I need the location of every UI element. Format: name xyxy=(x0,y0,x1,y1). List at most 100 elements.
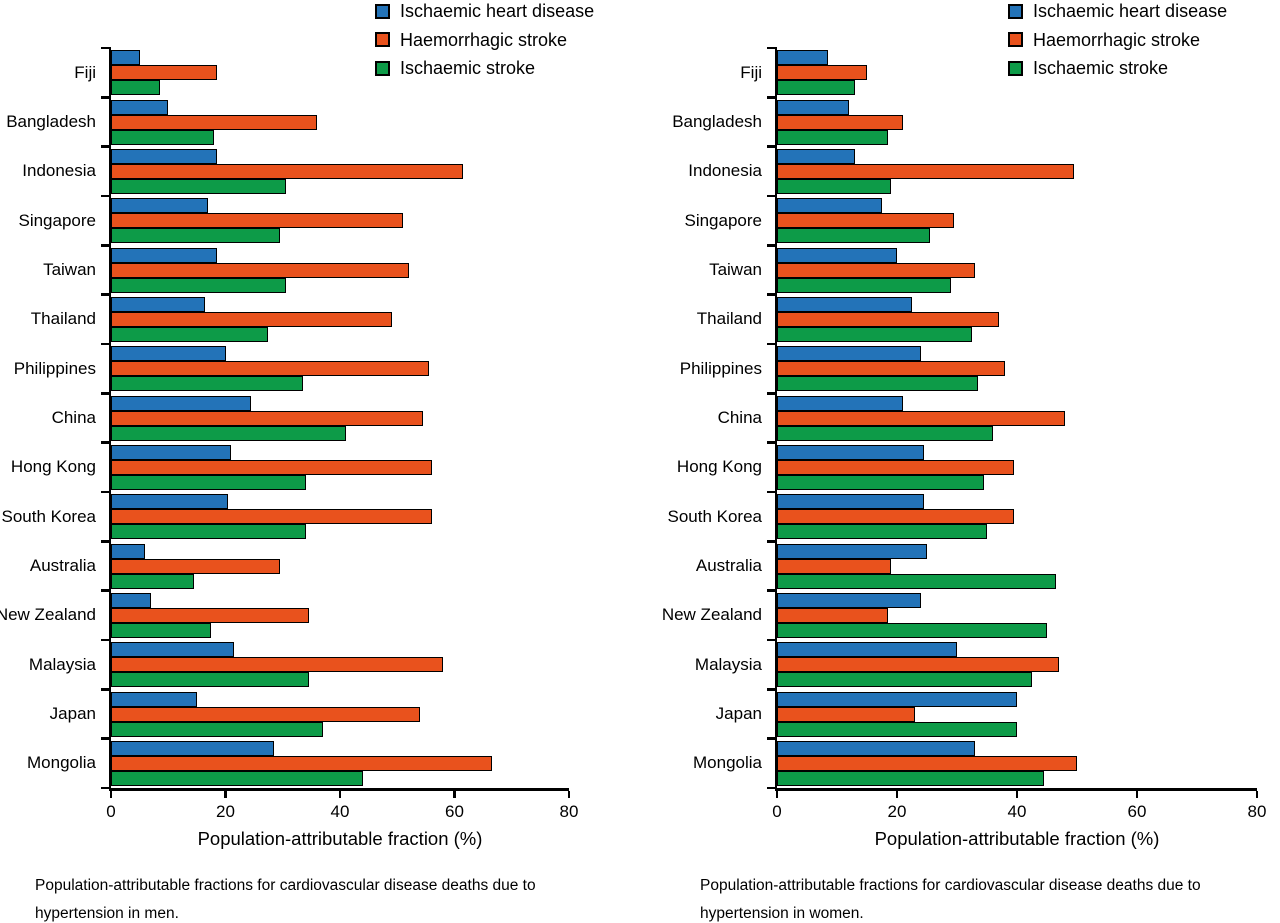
bar-ischaemic-heart-disease xyxy=(777,691,1017,707)
legend-swatch-icon xyxy=(1008,32,1023,47)
y-axis-tick xyxy=(767,589,775,592)
category-label: Hong Kong xyxy=(10,457,96,477)
bar-haemorrhagic-stroke xyxy=(777,311,999,327)
bar-haemorrhagic-stroke xyxy=(111,607,309,623)
legend-label: Haemorrhagic stroke xyxy=(1033,29,1201,50)
bar-ischaemic-stroke xyxy=(777,573,1056,589)
y-axis-tick xyxy=(101,441,109,444)
bar-haemorrhagic-stroke xyxy=(111,410,423,426)
bar-ischaemic-stroke xyxy=(111,129,215,145)
bar-haemorrhagic-stroke xyxy=(111,163,464,179)
x-axis-title: Population-attributable fraction (%) xyxy=(197,828,483,849)
bar-ischaemic-heart-disease xyxy=(111,642,235,658)
bar-ischaemic-heart-disease xyxy=(111,740,275,756)
category-label: Taiwan xyxy=(43,259,96,279)
bar-ischaemic-heart-disease xyxy=(111,592,152,608)
bar-ischaemic-heart-disease xyxy=(111,148,217,164)
x-tick-label: 60 xyxy=(1127,802,1147,821)
bar-haemorrhagic-stroke xyxy=(777,459,1014,475)
legend-item: Ischaemic heart disease xyxy=(375,1,594,21)
bar-haemorrhagic-stroke xyxy=(111,706,421,722)
y-axis-tick xyxy=(101,392,109,395)
y-axis-tick xyxy=(767,392,775,395)
category-label: Hong Kong xyxy=(676,457,762,477)
bar-ischaemic-stroke xyxy=(777,178,891,194)
legend-item: Ischaemic heart disease xyxy=(1008,1,1227,21)
y-axis-tick xyxy=(767,737,775,740)
bar-ischaemic-stroke xyxy=(777,228,930,244)
y-axis-tick xyxy=(101,688,109,691)
y-axis-tick xyxy=(767,96,775,99)
y-axis-tick xyxy=(767,441,775,444)
category-label: Mongolia xyxy=(693,753,762,773)
y-axis-tick xyxy=(101,490,109,494)
category-label: Malaysia xyxy=(694,654,762,674)
legend-label: Ischaemic stroke xyxy=(400,58,536,78)
legend-label: Ischaemic heart disease xyxy=(1033,1,1228,21)
bar-ischaemic-heart-disease xyxy=(111,198,209,214)
bar-haemorrhagic-stroke xyxy=(111,213,403,229)
y-axis-tick xyxy=(101,145,109,148)
bar-haemorrhagic-stroke xyxy=(777,558,891,574)
bar-haemorrhagic-stroke xyxy=(111,509,432,525)
bar-ischaemic-stroke xyxy=(111,672,309,688)
legend-label: Haemorrhagic stroke xyxy=(400,29,568,50)
category-label: Singapore xyxy=(18,210,96,230)
bar-haemorrhagic-stroke xyxy=(111,311,392,327)
y-axis-tick xyxy=(101,96,109,99)
bar-haemorrhagic-stroke xyxy=(777,657,1059,673)
bar-ischaemic-stroke xyxy=(777,672,1032,688)
y-axis xyxy=(108,47,111,790)
bar-ischaemic-heart-disease xyxy=(777,148,855,164)
x-axis xyxy=(774,788,1257,791)
bar-ischaemic-heart-disease xyxy=(111,494,229,510)
bar-haemorrhagic-stroke xyxy=(777,755,1077,771)
y-axis-tick xyxy=(767,145,775,148)
x-tick-label: 20 xyxy=(216,802,235,821)
bar-haemorrhagic-stroke xyxy=(777,65,867,81)
category-label: Thailand xyxy=(696,309,762,329)
bar-ischaemic-stroke xyxy=(111,721,323,737)
category-label: Malaysia xyxy=(28,654,96,674)
x-axis-tick xyxy=(1135,790,1139,798)
bar-ischaemic-stroke xyxy=(777,622,1047,638)
category-label: Indonesia xyxy=(688,161,762,181)
y-axis-tick xyxy=(767,194,775,198)
category-label: Thailand xyxy=(30,309,96,329)
bar-ischaemic-heart-disease xyxy=(111,50,140,66)
legend-label: Ischaemic heart disease xyxy=(400,1,595,21)
x-axis-tick xyxy=(1015,790,1019,798)
bar-ischaemic-stroke xyxy=(111,573,194,589)
bar-ischaemic-heart-disease xyxy=(777,642,957,658)
bar-ischaemic-stroke xyxy=(777,277,951,293)
y-axis-tick xyxy=(767,786,775,790)
bar-ischaemic-stroke xyxy=(111,277,286,293)
y-axis-tick xyxy=(101,194,109,198)
bar-ischaemic-stroke xyxy=(777,524,987,540)
legend-item: Haemorrhagic stroke xyxy=(375,30,567,50)
x-axis-tick xyxy=(567,790,571,798)
y-axis-tick xyxy=(101,244,109,247)
bar-haemorrhagic-stroke xyxy=(777,607,888,623)
x-axis-title: Population-attributable fraction (%) xyxy=(874,828,1160,849)
y-axis-tick xyxy=(101,786,109,790)
bar-ischaemic-heart-disease xyxy=(111,99,169,115)
bar-ischaemic-stroke xyxy=(777,721,1017,737)
bar-ischaemic-heart-disease xyxy=(111,247,217,263)
bar-haemorrhagic-stroke xyxy=(111,558,280,574)
legend-item: Ischaemic stroke xyxy=(1008,58,1168,78)
category-label: Mongolia xyxy=(27,753,96,773)
x-tick-label: 80 xyxy=(559,802,579,821)
bar-haemorrhagic-stroke xyxy=(111,657,444,673)
legend-item: Haemorrhagic stroke xyxy=(1008,30,1200,50)
bar-ischaemic-stroke xyxy=(111,376,303,392)
x-axis-tick xyxy=(895,790,899,798)
bar-ischaemic-stroke xyxy=(777,474,984,490)
bar-haemorrhagic-stroke xyxy=(777,163,1074,179)
x-axis-tick xyxy=(775,790,779,798)
bar-ischaemic-stroke xyxy=(111,80,160,96)
legend-swatch-icon xyxy=(375,32,390,47)
x-axis-tick xyxy=(1255,790,1259,798)
x-tick-label: 40 xyxy=(1007,802,1027,821)
category-label: Japan xyxy=(715,703,762,723)
